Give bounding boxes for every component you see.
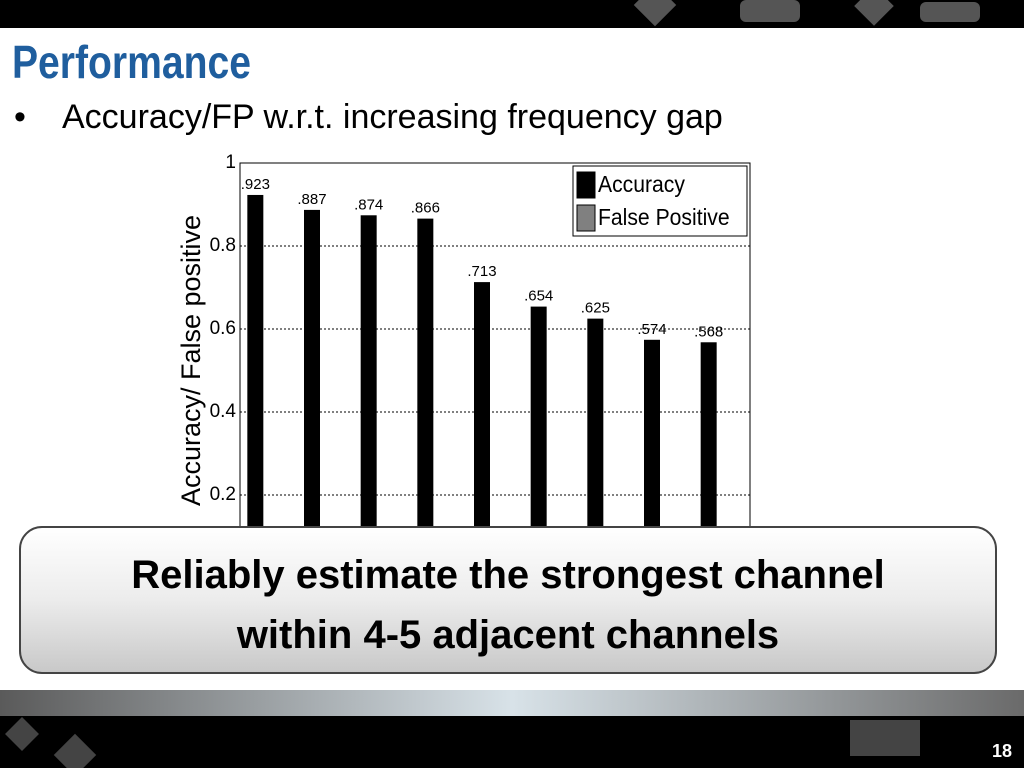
top-band [0,0,1024,28]
legend-swatch [576,171,596,199]
callout-line: within 4-5 adjacent channels [236,613,779,657]
callout-box [19,526,997,674]
bar [304,209,320,578]
slide-title: Performance [12,37,251,89]
y-tick-label: 0.2 [210,484,236,505]
bar [247,194,264,578]
value-label: .574 [637,321,666,338]
value-label: .874 [354,196,383,213]
y-tick-label: 0.4 [210,401,237,422]
bar [474,282,490,578]
legend-label: False Positive [598,204,730,230]
bar [644,339,660,578]
value-label: .866 [411,200,440,217]
y-axis-label: Accuracy/ False positive [176,215,206,506]
y-tick-label: 1 [225,152,236,173]
bar [417,218,434,579]
value-label: .654 [524,288,553,305]
page-number: 18 [992,741,1012,761]
value-label: .713 [467,263,496,280]
bar [530,306,547,578]
value-label: .568 [694,323,723,340]
legend-box [572,165,748,237]
value-label: .625 [581,300,610,317]
bullet-text: Accuracy/FP w.r.t. increasing frequency … [62,98,723,136]
legend-label: Accuracy [598,171,685,197]
value-label: .923 [241,176,270,193]
top-decor [633,0,980,27]
chart: 0.2 0.4 0.6 0.8 1 Accuracy/ False positive .92… [176,152,751,579]
bullet-dot: • [14,98,26,136]
value-label: .887 [297,191,326,208]
bottom-strip [0,690,1024,718]
y-tick-label: 0.8 [210,235,236,256]
y-tick-label: 0.6 [210,318,236,339]
bar [587,318,604,578]
callout-line: Reliably estimate the strongest channel [131,553,885,597]
bar [360,215,377,579]
legend-swatch [576,204,596,232]
bar [700,342,717,578]
